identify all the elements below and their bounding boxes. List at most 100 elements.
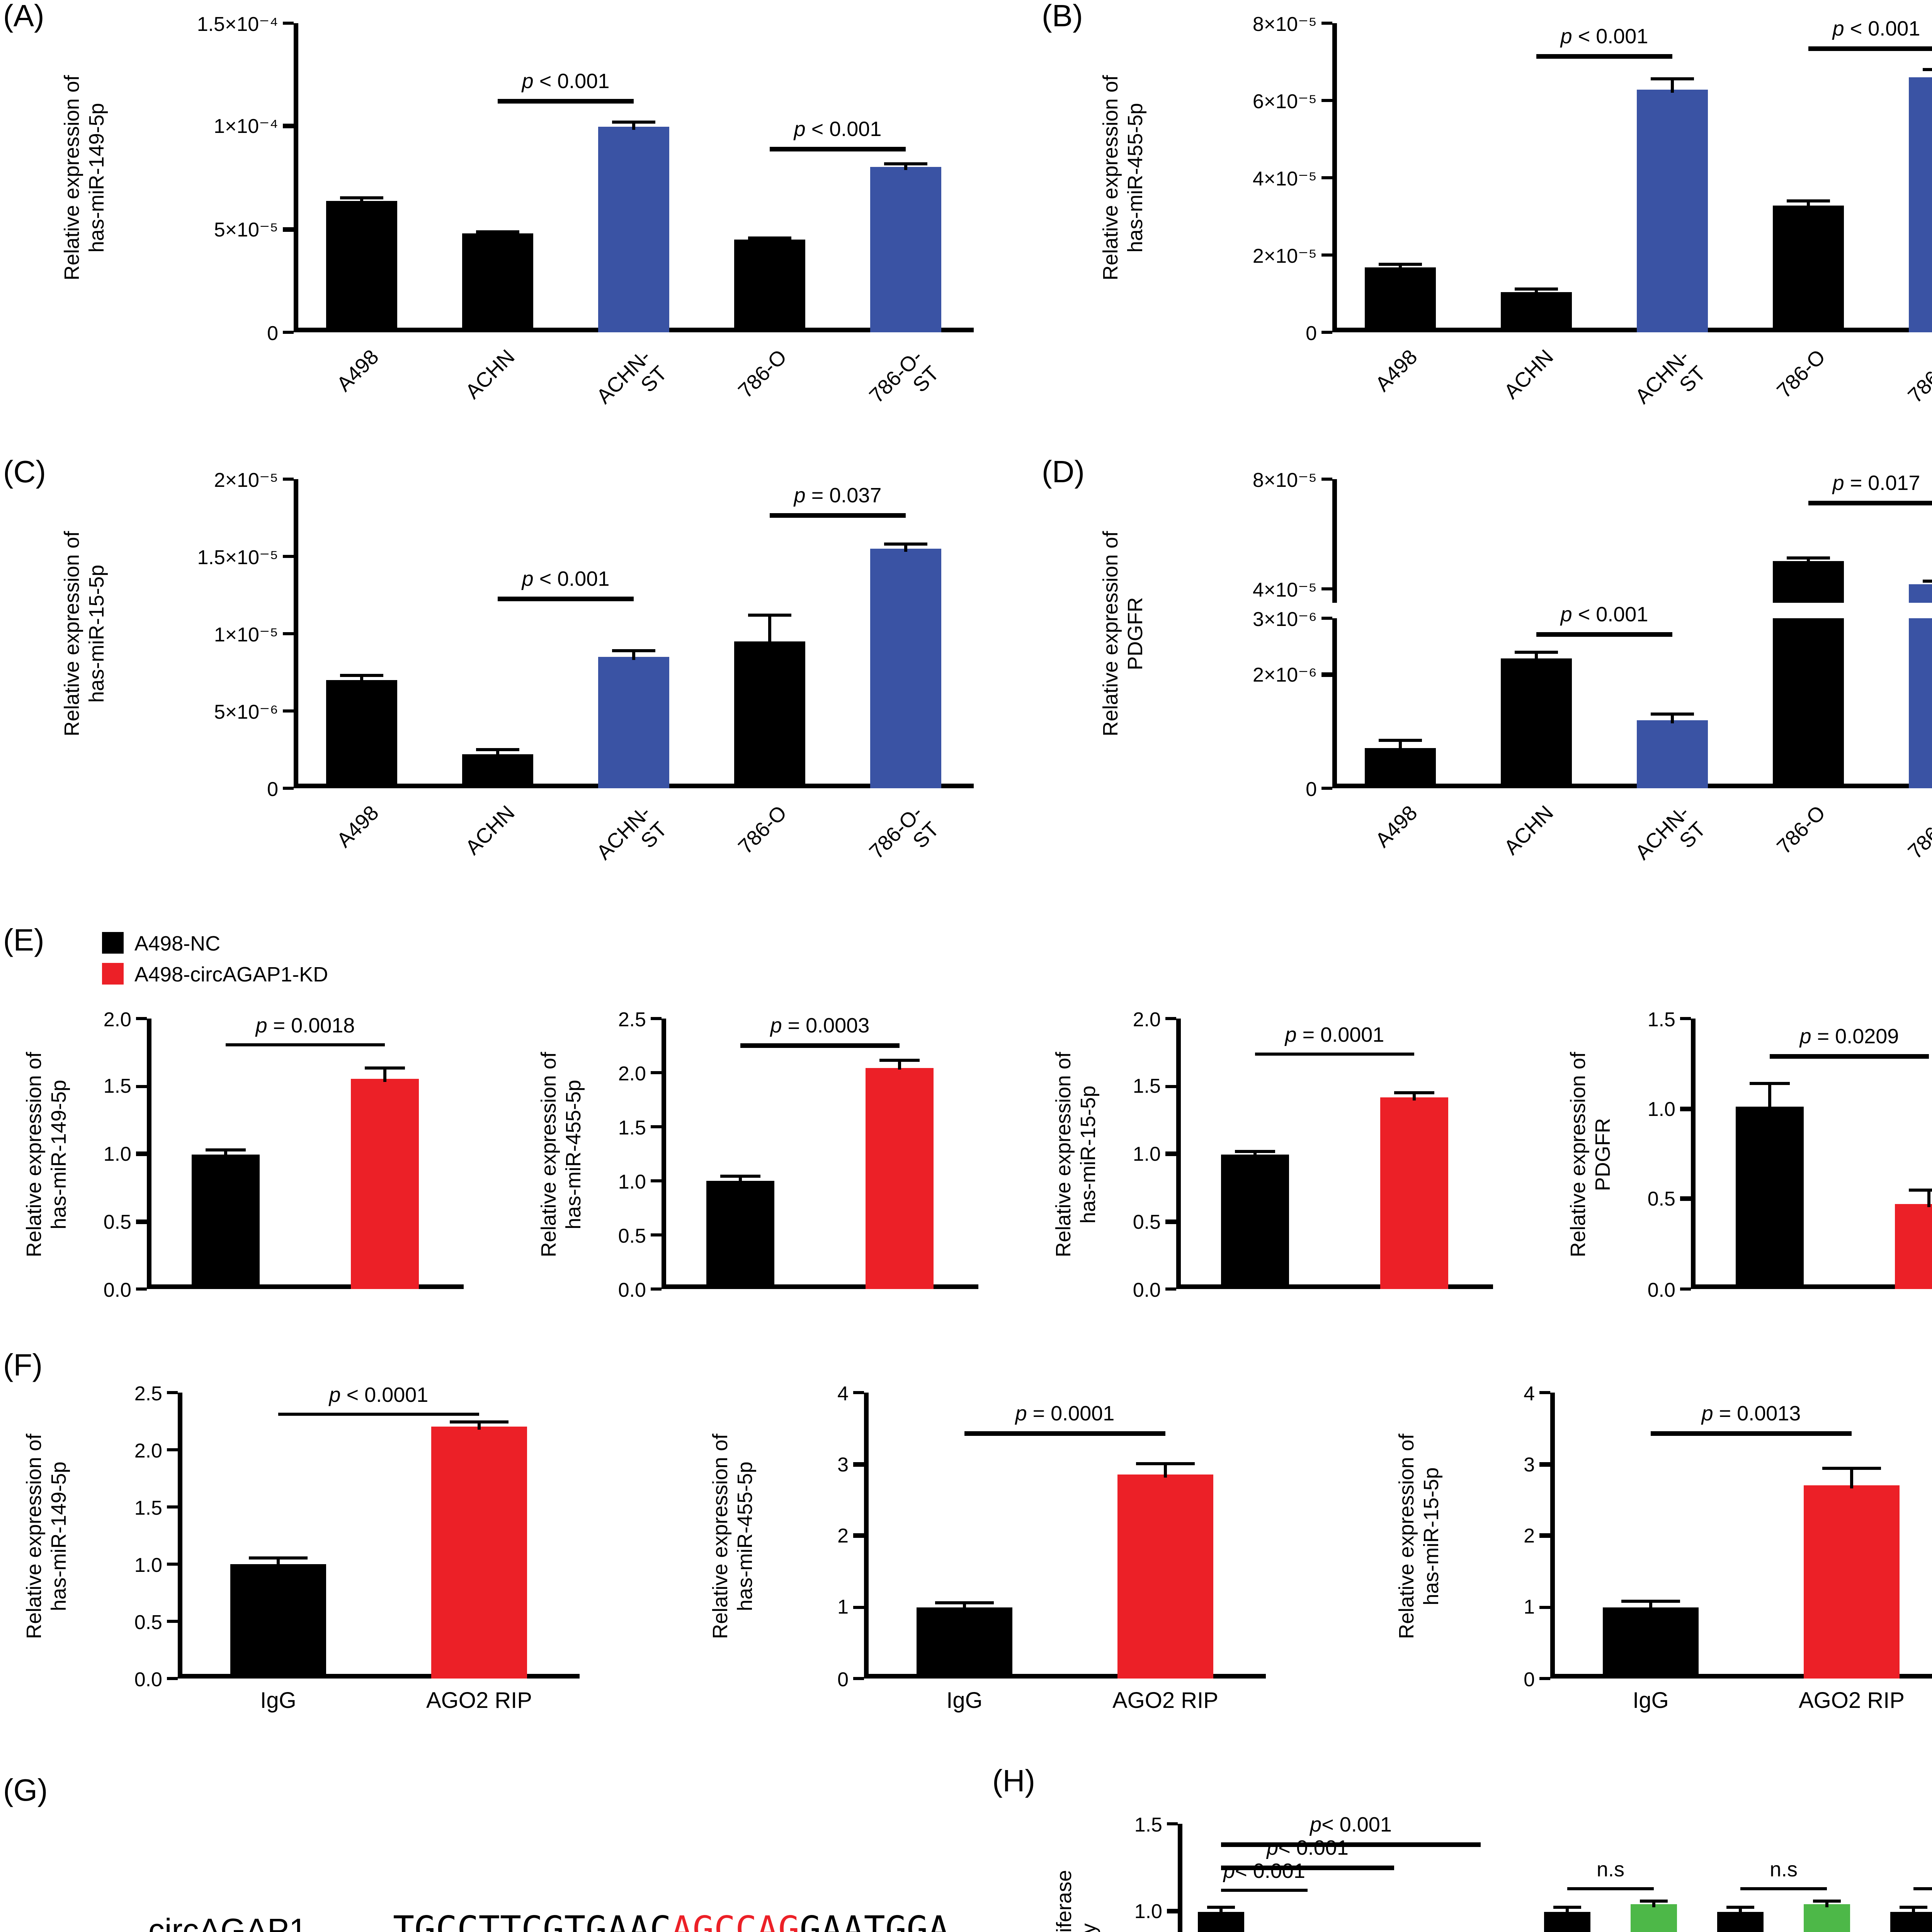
error-bar-cap [206, 1148, 247, 1151]
y-tick-mark [1539, 1534, 1550, 1537]
legend: A498-NC A498-circAGAP1-KD [102, 932, 328, 994]
bar [1637, 89, 1708, 332]
y-tick-mark [853, 1677, 864, 1680]
error-bar-stem [1164, 1464, 1167, 1478]
y-axis-title: Relative expression of PDGFR [1099, 531, 1147, 736]
error-bar-stem [1566, 1908, 1569, 1915]
sig-bracket [1536, 632, 1672, 636]
legend-swatch-red [102, 963, 124, 985]
error-bar-stem [1652, 1901, 1655, 1908]
y-axis-title: Relative expression of has-miR-149-5p [60, 75, 108, 281]
y-tick-mark [283, 330, 294, 334]
panel-G-label: (G) [3, 1774, 48, 1808]
bar [1717, 1911, 1764, 1932]
y-tick-mark [651, 1017, 662, 1020]
error-bar-stem [904, 544, 907, 552]
y-tick-mark [1165, 1017, 1176, 1020]
y-tick-label: 1.0 [1133, 1142, 1161, 1165]
y-tick-label: 1.0 [134, 1553, 162, 1576]
bar [598, 126, 669, 332]
error-bar-cap [364, 1067, 405, 1070]
x-tick-label: ACHN [461, 345, 519, 403]
y-tick-mark [853, 1462, 864, 1466]
error-bar-cap [1923, 579, 1932, 583]
error-bar-cap [935, 1601, 993, 1604]
bar [1909, 77, 1932, 332]
error-bar-stem [1739, 1908, 1742, 1915]
y-tick-mark [1165, 1084, 1176, 1088]
error-bar-stem [360, 197, 363, 204]
chart-kd-mir15: Relative expression of has-miR-15-5p 0.0 0.… [1029, 995, 1544, 1345]
sequence-row: circAGAP1 TGCCTTCGTGAACAGCCAGGAATGGA [43, 1870, 949, 1932]
y-tick-label: 2.0 [1133, 1007, 1161, 1030]
bar [598, 657, 669, 788]
y-tick-label: 1.0 [1647, 1097, 1675, 1121]
plot-axis-upper-segment [1332, 479, 1932, 603]
panel-E-label: (E) [3, 924, 44, 958]
bar [462, 754, 533, 788]
y-axis-title: Relative expression of has-miR-455-5p [1099, 75, 1147, 281]
sig-label: p = 0.017 [1832, 471, 1920, 495]
y-tick-label: 3 [837, 1452, 849, 1476]
error-bar-cap [1823, 1466, 1881, 1469]
x-tick-label: 786-O [1772, 801, 1830, 859]
x-tick-label: A498 [332, 801, 383, 852]
y-tick-mark [1539, 1677, 1550, 1680]
bar-lower-part [1909, 618, 1932, 788]
y-axis-title: Relative expression of PDGFR [1566, 1051, 1614, 1257]
bar [734, 240, 805, 332]
sig-label: n.s [1769, 1857, 1798, 1881]
y-tick-label: 1.5×10⁻⁵ [197, 545, 279, 568]
sig-label: p< 0.001 [1310, 1813, 1392, 1837]
bar [326, 200, 397, 332]
y-tick-label: 1.5 [1134, 1812, 1162, 1835]
sig-bracket [741, 1043, 899, 1048]
y-tick-mark [1165, 1152, 1176, 1156]
sig-bracket [1770, 1054, 1929, 1059]
y-tick-mark [283, 124, 294, 128]
bar-upper-part [1773, 561, 1844, 603]
y-tick-mark [1321, 99, 1332, 102]
x-tick-label: A498 [332, 345, 383, 396]
y-tick-mark [136, 1219, 147, 1223]
error-bar-stem [898, 1061, 901, 1070]
y-tick-mark [1321, 477, 1332, 481]
sig-label: p = 0.0001 [1285, 1023, 1384, 1046]
sig-label: p < 0.001 [1832, 17, 1920, 40]
sig-bracket [1221, 1866, 1394, 1870]
error-bar-stem [739, 1176, 742, 1184]
error-bar-cap [879, 1059, 920, 1063]
y-tick-mark [1539, 1391, 1550, 1395]
sig-bracket [1567, 1887, 1654, 1891]
error-bar-cap [1379, 738, 1422, 742]
error-bar-stem [224, 1150, 228, 1157]
y-tick-mark [1680, 1287, 1691, 1291]
error-bar-cap [884, 163, 927, 166]
error-bar-stem [1219, 1908, 1223, 1915]
y-tick-mark [1165, 1287, 1176, 1291]
x-tick-label: AGO2 RIP [1112, 1689, 1218, 1714]
error-bar-cap [748, 236, 791, 239]
y-tick-label: 0 [267, 777, 278, 800]
sig-bracket [1651, 1432, 1852, 1436]
y-tick-label: 1.0 [103, 1142, 131, 1165]
error-bar-stem [904, 164, 907, 171]
panel-A: (A) Relative expression of has-miR-149-5p… [0, 0, 1020, 456]
y-tick-label: 1×10⁻⁵ [214, 622, 278, 645]
y-tick-label: 0.0 [134, 1667, 162, 1690]
bar [1603, 1607, 1699, 1679]
error-bar-cap [1640, 1899, 1668, 1903]
bar [1198, 1911, 1244, 1932]
sig-label: p< 0.001 [1267, 1836, 1349, 1860]
error-bar-cap [612, 649, 655, 652]
sig-bracket [1913, 1887, 1932, 1891]
bar [1895, 1204, 1932, 1289]
y-tick-label: 3 [1524, 1452, 1535, 1476]
y-tick-mark [651, 1287, 662, 1291]
y-tick-mark [853, 1534, 864, 1537]
sig-label: p = 0.0003 [770, 1014, 870, 1037]
error-bar-cap [1651, 712, 1694, 715]
bar [192, 1154, 260, 1289]
sig-bracket [964, 1432, 1165, 1436]
y-tick-label: 4 [1524, 1381, 1535, 1404]
